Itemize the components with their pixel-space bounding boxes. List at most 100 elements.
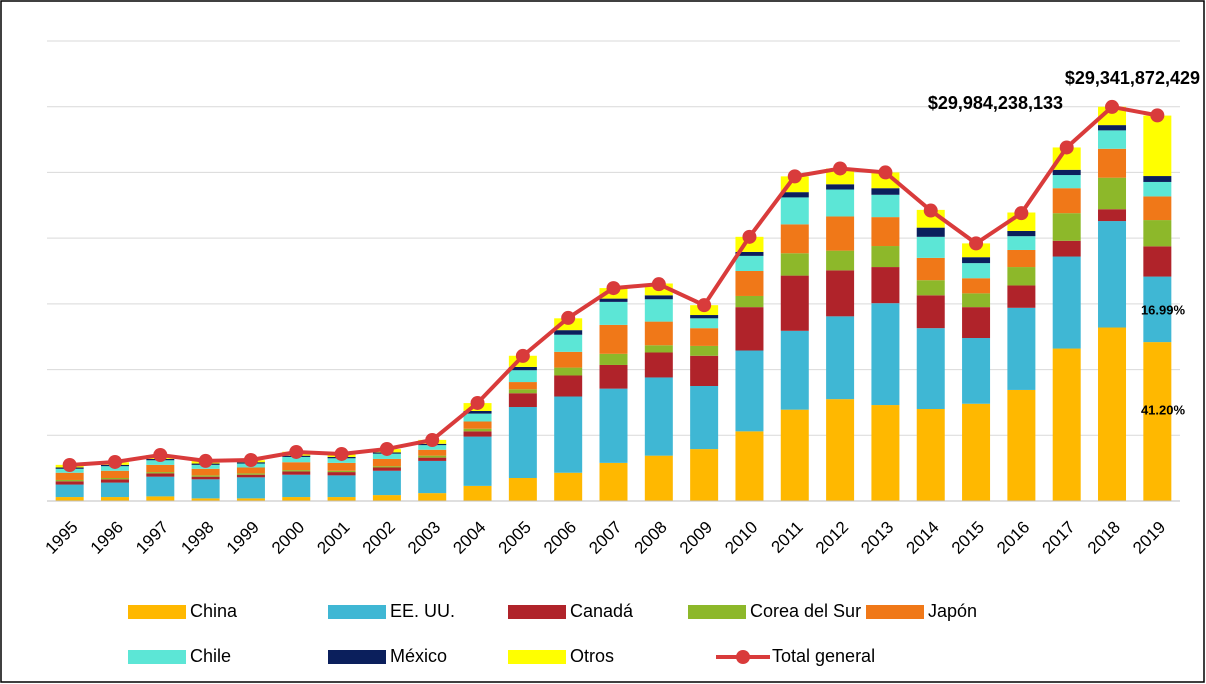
total-marker — [425, 433, 440, 448]
bar-segment — [463, 431, 492, 437]
bar-segment — [599, 301, 628, 325]
bar-segment — [282, 456, 311, 463]
bar-segment — [418, 449, 447, 456]
bar-segment — [871, 188, 900, 195]
bar-segment — [1007, 236, 1036, 250]
total-marker — [1105, 99, 1120, 114]
bar-segment — [236, 474, 265, 478]
bar-segment — [146, 472, 175, 474]
bar-segment — [418, 493, 447, 501]
bar-segment — [554, 351, 583, 368]
legend-label: EE. UU. — [390, 601, 455, 621]
bar-segment — [372, 470, 401, 496]
bar-segment — [1143, 246, 1172, 277]
total-marker — [561, 310, 576, 325]
bar-segment — [780, 192, 809, 198]
bar-segment — [55, 484, 84, 498]
bar-segment — [508, 382, 537, 390]
bar-segment — [282, 497, 311, 501]
total-marker — [289, 444, 304, 459]
legend-label: Canadá — [570, 601, 634, 621]
bar-segment — [690, 315, 719, 319]
bar-segment — [1098, 327, 1127, 501]
bar-segment — [1052, 188, 1081, 214]
total-marker — [334, 446, 349, 461]
bar-segment — [418, 455, 447, 458]
bar-segment — [871, 267, 900, 304]
bar-segment — [871, 303, 900, 406]
bar-segment — [1052, 169, 1081, 176]
bar-segment — [1098, 148, 1127, 178]
bar-segment — [599, 324, 628, 354]
bar-segment — [554, 472, 583, 501]
bar-segment — [871, 246, 900, 268]
bar-segment — [1052, 175, 1081, 189]
total-marker — [742, 229, 757, 244]
total-value-label: $29,341,872,429 — [1065, 68, 1200, 88]
bar-segment — [282, 471, 311, 475]
bar-segment — [372, 466, 401, 468]
bar-segment — [236, 467, 265, 474]
bar-segment — [1052, 213, 1081, 241]
total-marker — [697, 298, 712, 313]
total-marker — [969, 236, 984, 251]
total-marker — [1014, 206, 1029, 221]
total-marker — [62, 457, 77, 472]
bar-segment — [1143, 196, 1172, 221]
bar-segment — [191, 475, 220, 477]
bar-segment — [962, 293, 991, 308]
bar-segment — [463, 485, 492, 501]
legend-label: Japón — [928, 601, 977, 621]
legend-swatch — [128, 650, 186, 664]
bar-segment — [191, 479, 220, 499]
legend-swatch — [128, 605, 186, 619]
bar-segment — [1143, 176, 1172, 182]
bar-segment — [554, 375, 583, 397]
bar-segment — [826, 270, 855, 317]
bar-segment — [1052, 256, 1081, 349]
legend-swatch — [688, 605, 746, 619]
bar-segment — [282, 462, 311, 471]
total-value-label: $29,984,238,133 — [928, 93, 1063, 113]
total-marker — [470, 395, 485, 410]
bar-segment — [508, 478, 537, 501]
bar-segment — [916, 257, 945, 281]
legend-label: Chile — [190, 646, 231, 666]
bar-segment — [780, 275, 809, 331]
bar-segment — [1007, 249, 1036, 268]
bar-segment — [554, 330, 583, 335]
total-marker — [878, 165, 893, 180]
bar-segment — [962, 403, 991, 501]
bar-segment — [962, 257, 991, 264]
legend-marker — [736, 650, 750, 664]
bar-segment — [1098, 209, 1127, 222]
bar-segment — [55, 481, 84, 485]
bar-segment — [826, 399, 855, 501]
bar-segment — [418, 445, 447, 450]
bar-segment — [826, 184, 855, 190]
bar-segment — [418, 457, 447, 461]
bar-segment — [508, 393, 537, 408]
bar-segment — [826, 168, 855, 185]
bar-segment — [599, 364, 628, 389]
total-marker — [1150, 108, 1165, 123]
bar-segment — [508, 407, 537, 478]
bar-segment — [146, 473, 175, 477]
bar-segment — [191, 498, 220, 501]
bar-segment — [463, 413, 492, 422]
bar-segment — [599, 353, 628, 365]
bar-segment — [146, 464, 175, 473]
bar-segment — [735, 307, 764, 351]
bar-segment — [826, 316, 855, 400]
bar-segment — [916, 409, 945, 501]
bar-segment — [508, 366, 537, 371]
bar-segment — [1052, 240, 1081, 257]
bar-segment — [327, 472, 356, 476]
bar-segment — [735, 431, 764, 501]
bar-segment — [916, 328, 945, 409]
bar-segment — [735, 295, 764, 308]
bar-segment — [871, 217, 900, 247]
bar-segment — [690, 345, 719, 356]
bar-segment — [735, 255, 764, 271]
